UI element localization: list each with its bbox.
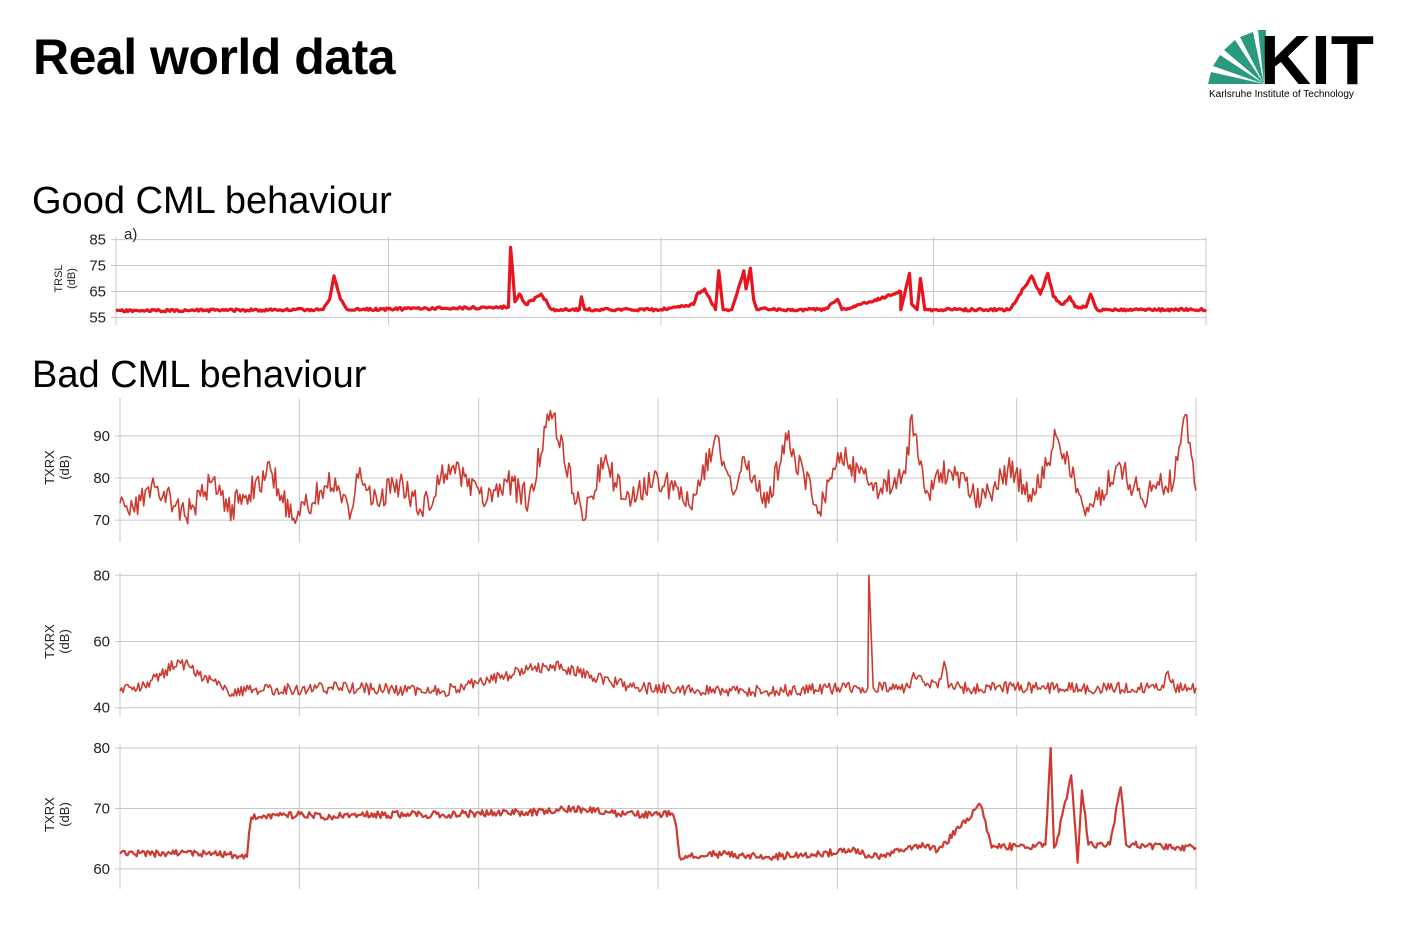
y-axis-label: TXRX(dB) — [42, 624, 72, 659]
y-tick-label: 80 — [93, 470, 110, 487]
series-line — [119, 574, 1197, 698]
y-tick-label: 65 — [89, 283, 106, 300]
y-axis-label: TXRX(dB) — [42, 797, 72, 832]
y-tick-label: 75 — [89, 258, 106, 275]
section-heading-good: Good CML behaviour — [32, 180, 392, 222]
y-axis-label: TRSL(dB) — [53, 264, 78, 292]
series-line — [119, 746, 1197, 864]
chart-txrx-bad-2: 40 60 80 TXRX(dB) — [42, 567, 1197, 717]
y-tick-label: 80 — [93, 740, 110, 757]
series-line — [115, 245, 1207, 314]
panel-label: a) — [124, 226, 137, 243]
kit-logo-emblem — [1208, 30, 1266, 84]
y-tick-label: 40 — [93, 700, 110, 717]
kit-logo-text: KIT — [1260, 26, 1374, 99]
chart-trsl-good: 55 65 75 85 TRSL(dB) a) — [53, 226, 1207, 326]
slide-title: Real world data — [33, 29, 396, 85]
y-tick-label: 80 — [93, 567, 110, 584]
section-heading-bad: Bad CML behaviour — [32, 354, 367, 396]
y-tick-label: 55 — [89, 309, 106, 326]
chart-txrx-bad-1: 70 80 90 TXRX(dB) — [42, 398, 1197, 542]
y-tick-label: 60 — [93, 861, 110, 878]
kit-logo-caption: Karlsruhe Institute of Technology — [1209, 89, 1354, 100]
y-tick-label: 60 — [93, 634, 110, 651]
chart-txrx-bad-3: 60 70 80 TXRX(dB) — [42, 740, 1197, 889]
y-tick-label: 70 — [93, 800, 110, 817]
y-tick-label: 85 — [89, 232, 106, 249]
y-tick-label: 70 — [93, 512, 110, 529]
series-line — [119, 409, 1197, 525]
y-tick-label: 90 — [93, 428, 110, 445]
y-axis-label: TXRX(dB) — [42, 450, 72, 485]
kit-logo: KIT — [1208, 26, 1374, 99]
